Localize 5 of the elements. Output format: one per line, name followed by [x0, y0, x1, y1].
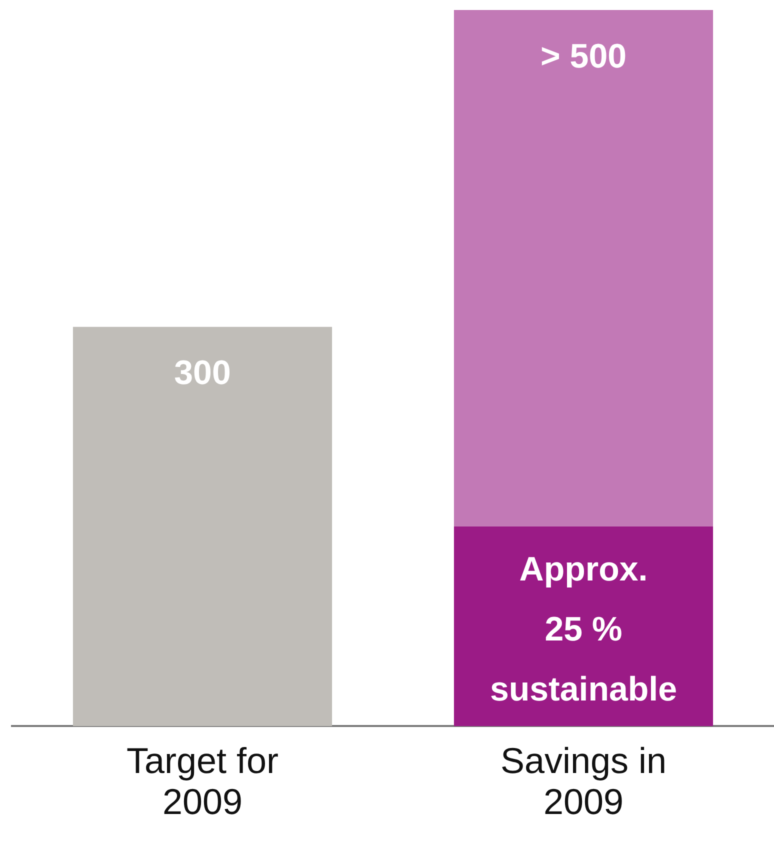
x-tick-label: Savings in 2009 [500, 740, 667, 822]
x-tick-label: Target for 2009 [126, 740, 279, 822]
data-label: > 500 [540, 37, 627, 76]
data-label: 300 [174, 354, 231, 392]
annotation: Approx. 25 % sustainable [490, 550, 678, 709]
